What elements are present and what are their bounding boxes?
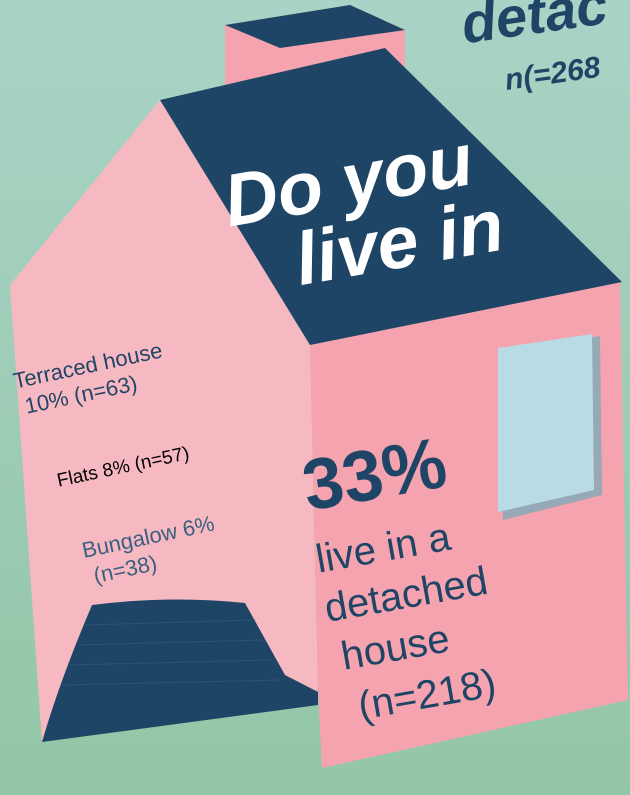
- window: [498, 334, 594, 512]
- infographic: detac n(=268 Do you live in Terraced hou…: [0, 0, 630, 795]
- page: detac n(=268 Do you live in Terraced hou…: [0, 0, 630, 795]
